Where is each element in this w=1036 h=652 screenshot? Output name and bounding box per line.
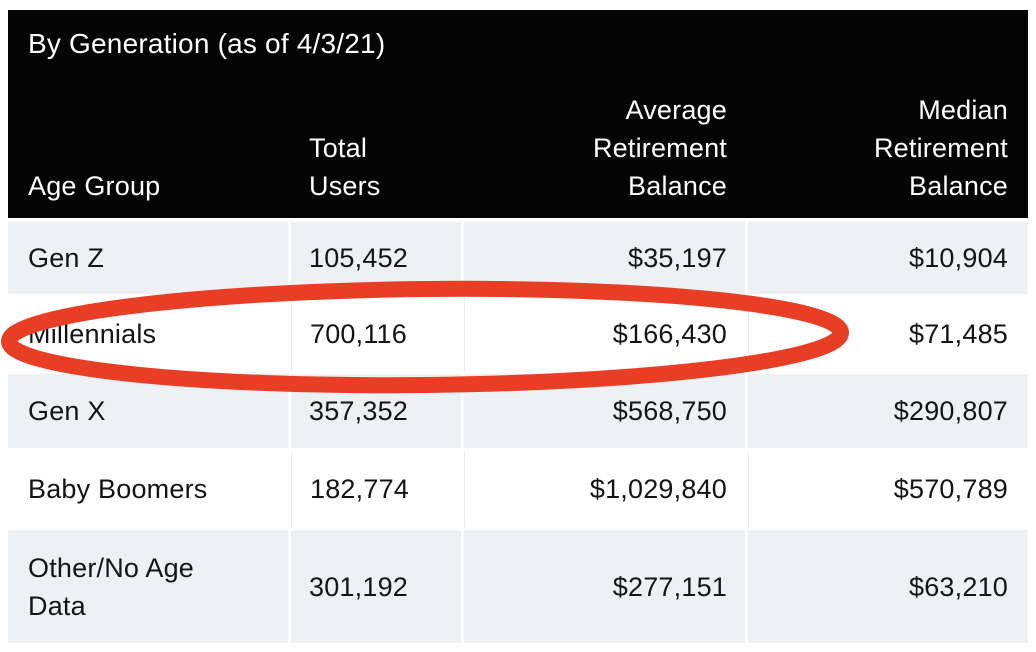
cell-median-balance: $290,807 <box>748 374 1028 448</box>
cell-median-balance: $10,904 <box>748 222 1028 294</box>
table-row-millennials: Millennials 700,116 $166,430 $71,485 <box>8 297 1028 371</box>
table-body: Gen Z 105,452 $35,197 $10,904 Millennial… <box>8 222 1028 643</box>
column-header-total-users: Total Users <box>309 133 381 201</box>
column-header-median-retirement-balance: Median Retirement Balance <box>873 95 1008 201</box>
table-title: By Generation (as of 4/3/21) <box>28 28 386 59</box>
cell-median-balance: $570,789 <box>748 451 1028 527</box>
cell-age-group: Gen X <box>8 374 288 448</box>
cell-total-users: 182,774 <box>291 451 461 527</box>
table-row-other-no-age-data: Other/No Age Data 301,192 $277,151 $63,2… <box>8 530 1028 643</box>
cell-total-users: 357,352 <box>291 374 461 448</box>
cell-age-group: Gen Z <box>8 222 288 294</box>
cell-average-balance: $277,151 <box>464 530 745 643</box>
cell-median-balance: $63,210 <box>748 530 1028 643</box>
column-header-row: Age Group Total Users Average Retirement… <box>8 91 1028 205</box>
table-row-gen-z: Gen Z 105,452 $35,197 $10,904 <box>8 222 1028 294</box>
cell-age-group: Baby Boomers <box>8 451 288 527</box>
column-header-age-group: Age Group <box>28 171 161 201</box>
table-row-gen-x: Gen X 357,352 $568,750 $290,807 <box>8 374 1028 448</box>
table-row-baby-boomers: Baby Boomers 182,774 $1,029,840 $570,789 <box>8 451 1028 527</box>
cell-average-balance: $1,029,840 <box>464 451 745 527</box>
cell-total-users: 301,192 <box>291 530 461 643</box>
cell-total-users: 700,116 <box>291 297 461 371</box>
cell-average-balance: $568,750 <box>464 374 745 448</box>
by-generation-table: By Generation (as of 4/3/21) Age Group T… <box>8 10 1028 643</box>
cell-age-group: Other/No Age Data <box>8 530 288 643</box>
cell-average-balance: $166,430 <box>464 297 745 371</box>
cell-median-balance: $71,485 <box>748 297 1028 371</box>
column-header-average-retirement-balance: Average Retirement Balance <box>592 95 727 201</box>
cell-age-group: Millennials <box>8 297 288 371</box>
cell-average-balance: $35,197 <box>464 222 745 294</box>
table-header: By Generation (as of 4/3/21) Age Group T… <box>8 10 1028 218</box>
cell-total-users: 105,452 <box>291 222 461 294</box>
